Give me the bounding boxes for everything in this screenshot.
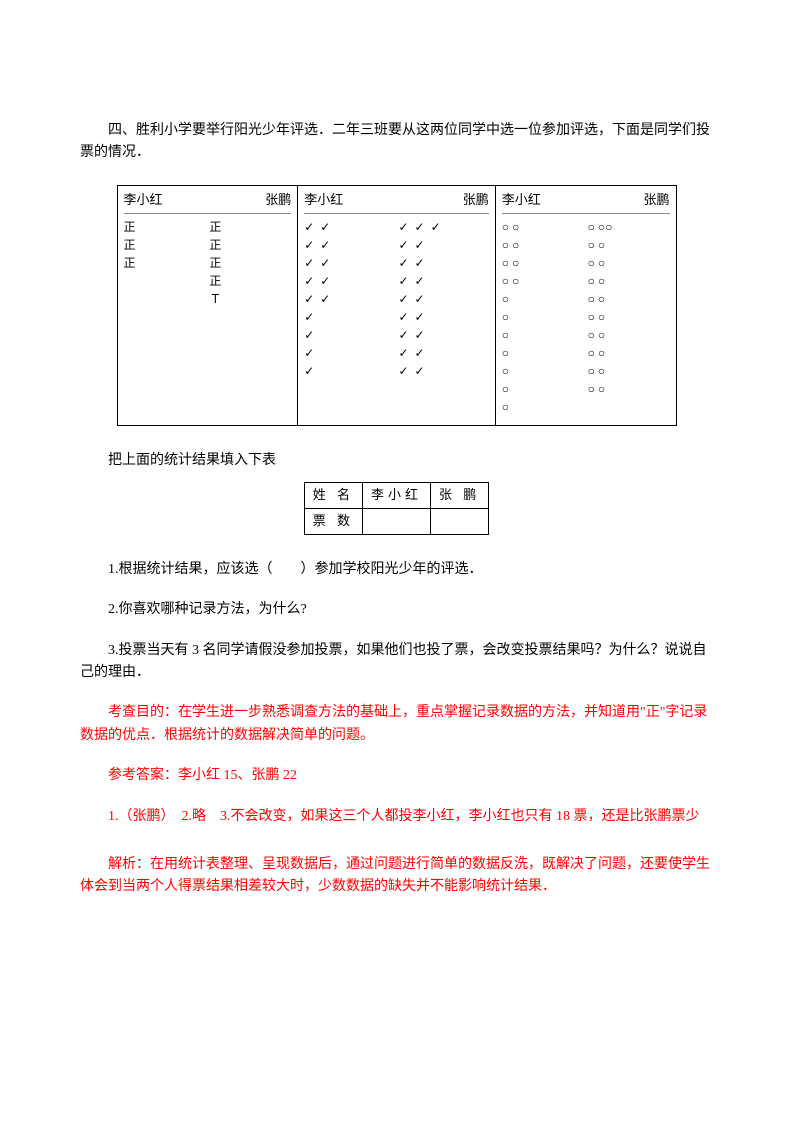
tally-col2-right: ✓ ✓ ✓ ✓ ✓ ✓ ✓ ✓ ✓ ✓ ✓ ✓ ✓ ✓ ✓ ✓ ✓ ✓ ✓ [399,218,489,380]
tally-col3-left: ○ ○ ○ ○ ○ ○ ○ ○ ○ ○ ○ ○ ○ ○ ○ [502,218,584,416]
tally-cell-2: 李小红 张鹏 ✓ ✓ ✓ ✓ ✓ ✓ ✓ ✓ ✓ ✓ ✓ ✓ ✓ ✓ ✓ ✓ ✓… [298,185,496,425]
tally-col1-right: 正 正 正 正 Ｔ [209,218,291,308]
tally-cell-3: 李小红 张鹏 ○ ○ ○ ○ ○ ○ ○ ○ ○ ○ ○ ○ ○ ○ ○ ○ ○… [495,185,676,425]
tally-table: 李小红 张鹏 正 正 正 正 正 正 正 Ｔ 李小红 张鹏 ✓ ✓ ✓ ✓ ✓ … [117,185,677,426]
tally-header-b1: 张鹏 [265,190,291,211]
summary-votes-a [362,508,430,534]
intro-paragraph: 四、胜利小学要举行阳光少年评选．二年三班要从这两位同学中选一位参加评选，下面是同… [80,120,713,165]
tally-col1-left: 正 正 正 [124,218,206,308]
tally-header-b2: 张鹏 [463,190,489,211]
summary-votes-b [431,508,489,534]
answer-1: 1.（张鹏） 2.略 3.不会改变，如果这三个人都投李小红，李小红也只有 18 … [80,806,713,828]
summary-col-b: 张 鹏 [431,483,489,509]
summary-table: 姓 名 李小红 张 鹏 票 数 [304,482,490,535]
summary-col-a: 李小红 [362,483,430,509]
analysis-text: 解析：在用统计表整理、呈现数据后，通过问题进行简单的数据反洗，既解决了问题，还要… [80,854,713,899]
summary-votes-header: 票 数 [304,508,362,534]
question-1: 1.根据统计结果，应该选（ ）参加学校阳光少年的评选． [80,559,713,581]
tally-col2-left: ✓ ✓ ✓ ✓ ✓ ✓ ✓ ✓ ✓ ✓ ✓ ✓ ✓ ✓ [304,218,394,380]
tally-header-a2: 李小红 [304,190,343,211]
question-3: 3.投票当天有 3 名同学请假没参加投票，如果他们也投了票，会改变投票结果吗？为… [80,640,713,685]
answer-line: 参考答案：李小红 15、张鹏 22 [80,765,713,787]
tally-cell-1: 李小红 张鹏 正 正 正 正 正 正 正 Ｔ [117,185,298,425]
subheading: 把上面的统计结果填入下表 [80,450,713,472]
question-2: 2.你喜欢哪种记录方法，为什么? [80,599,713,621]
tally-header-a3: 李小红 [502,190,541,211]
tally-col3-right: ○ ○○ ○ ○ ○ ○ ○ ○ ○ ○ ○ ○ ○ ○ ○ ○ ○ ○ ○ ○ [588,218,670,416]
summary-name-header: 姓 名 [304,483,362,509]
purpose-text: 考查目的：在学生进一步熟悉调查方法的基础上，重点掌握记录数据的方法，并知道用"正… [80,702,713,747]
tally-header-a1: 李小红 [124,190,163,211]
tally-header-b3: 张鹏 [643,190,669,211]
